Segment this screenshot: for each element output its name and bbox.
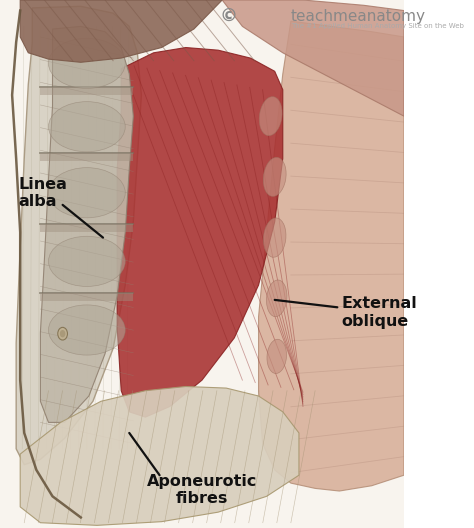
Polygon shape (222, 0, 404, 116)
Ellipse shape (266, 280, 287, 317)
Ellipse shape (48, 38, 125, 88)
Ellipse shape (259, 97, 282, 136)
Polygon shape (117, 48, 283, 417)
Text: Linea
alba: Linea alba (18, 176, 67, 209)
Polygon shape (20, 0, 222, 62)
Ellipse shape (48, 168, 125, 218)
Polygon shape (40, 26, 133, 422)
Text: ©: © (219, 8, 237, 26)
Text: External
oblique: External oblique (341, 296, 417, 329)
Bar (40, 87, 133, 95)
Ellipse shape (267, 340, 286, 373)
Circle shape (60, 330, 65, 337)
Text: teachmeanatomy: teachmeanatomy (291, 10, 426, 24)
Polygon shape (20, 386, 299, 525)
Ellipse shape (48, 237, 125, 286)
Circle shape (58, 327, 67, 340)
Bar (40, 153, 133, 161)
Text: The #1 Applied Human Anatomy Site on the Web: The #1 Applied Human Anatomy Site on the… (291, 23, 464, 30)
Polygon shape (258, 21, 404, 491)
Polygon shape (16, 6, 141, 465)
Bar (40, 293, 133, 301)
Ellipse shape (263, 157, 286, 196)
Bar (40, 224, 133, 232)
Ellipse shape (264, 218, 286, 257)
Ellipse shape (48, 101, 125, 152)
Text: Aponeurotic
fibres: Aponeurotic fibres (147, 474, 257, 506)
Ellipse shape (48, 305, 125, 355)
